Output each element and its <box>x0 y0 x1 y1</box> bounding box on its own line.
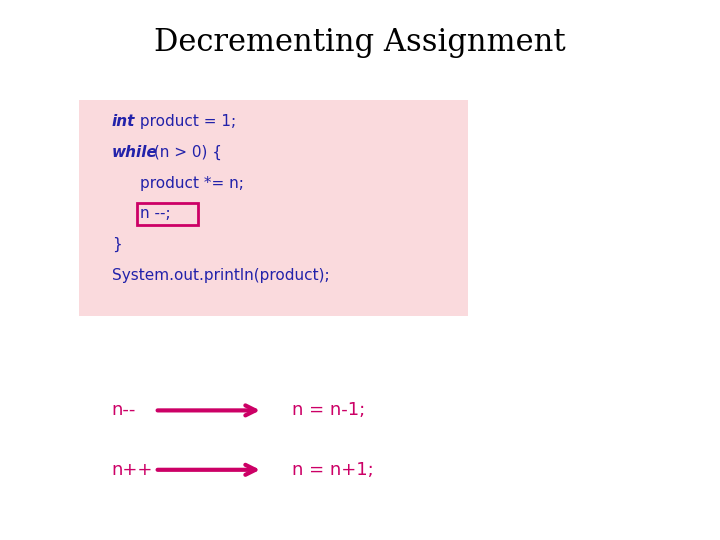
Text: Decrementing Assignment: Decrementing Assignment <box>154 27 566 58</box>
Text: n = n-1;: n = n-1; <box>292 401 365 420</box>
Text: (n > 0) {: (n > 0) { <box>149 145 222 160</box>
Text: }: } <box>112 237 122 252</box>
Text: n --;: n --; <box>140 206 171 221</box>
Text: int: int <box>112 114 135 129</box>
Text: while: while <box>112 145 158 160</box>
Text: product = 1;: product = 1; <box>135 114 235 129</box>
Text: n = n+1;: n = n+1; <box>292 461 374 479</box>
FancyBboxPatch shape <box>79 100 468 316</box>
Text: n++: n++ <box>112 461 153 479</box>
Text: product *= n;: product *= n; <box>140 176 244 191</box>
FancyBboxPatch shape <box>137 202 198 225</box>
Text: System.out.println(product);: System.out.println(product); <box>112 268 329 283</box>
Text: n--: n-- <box>112 401 136 420</box>
